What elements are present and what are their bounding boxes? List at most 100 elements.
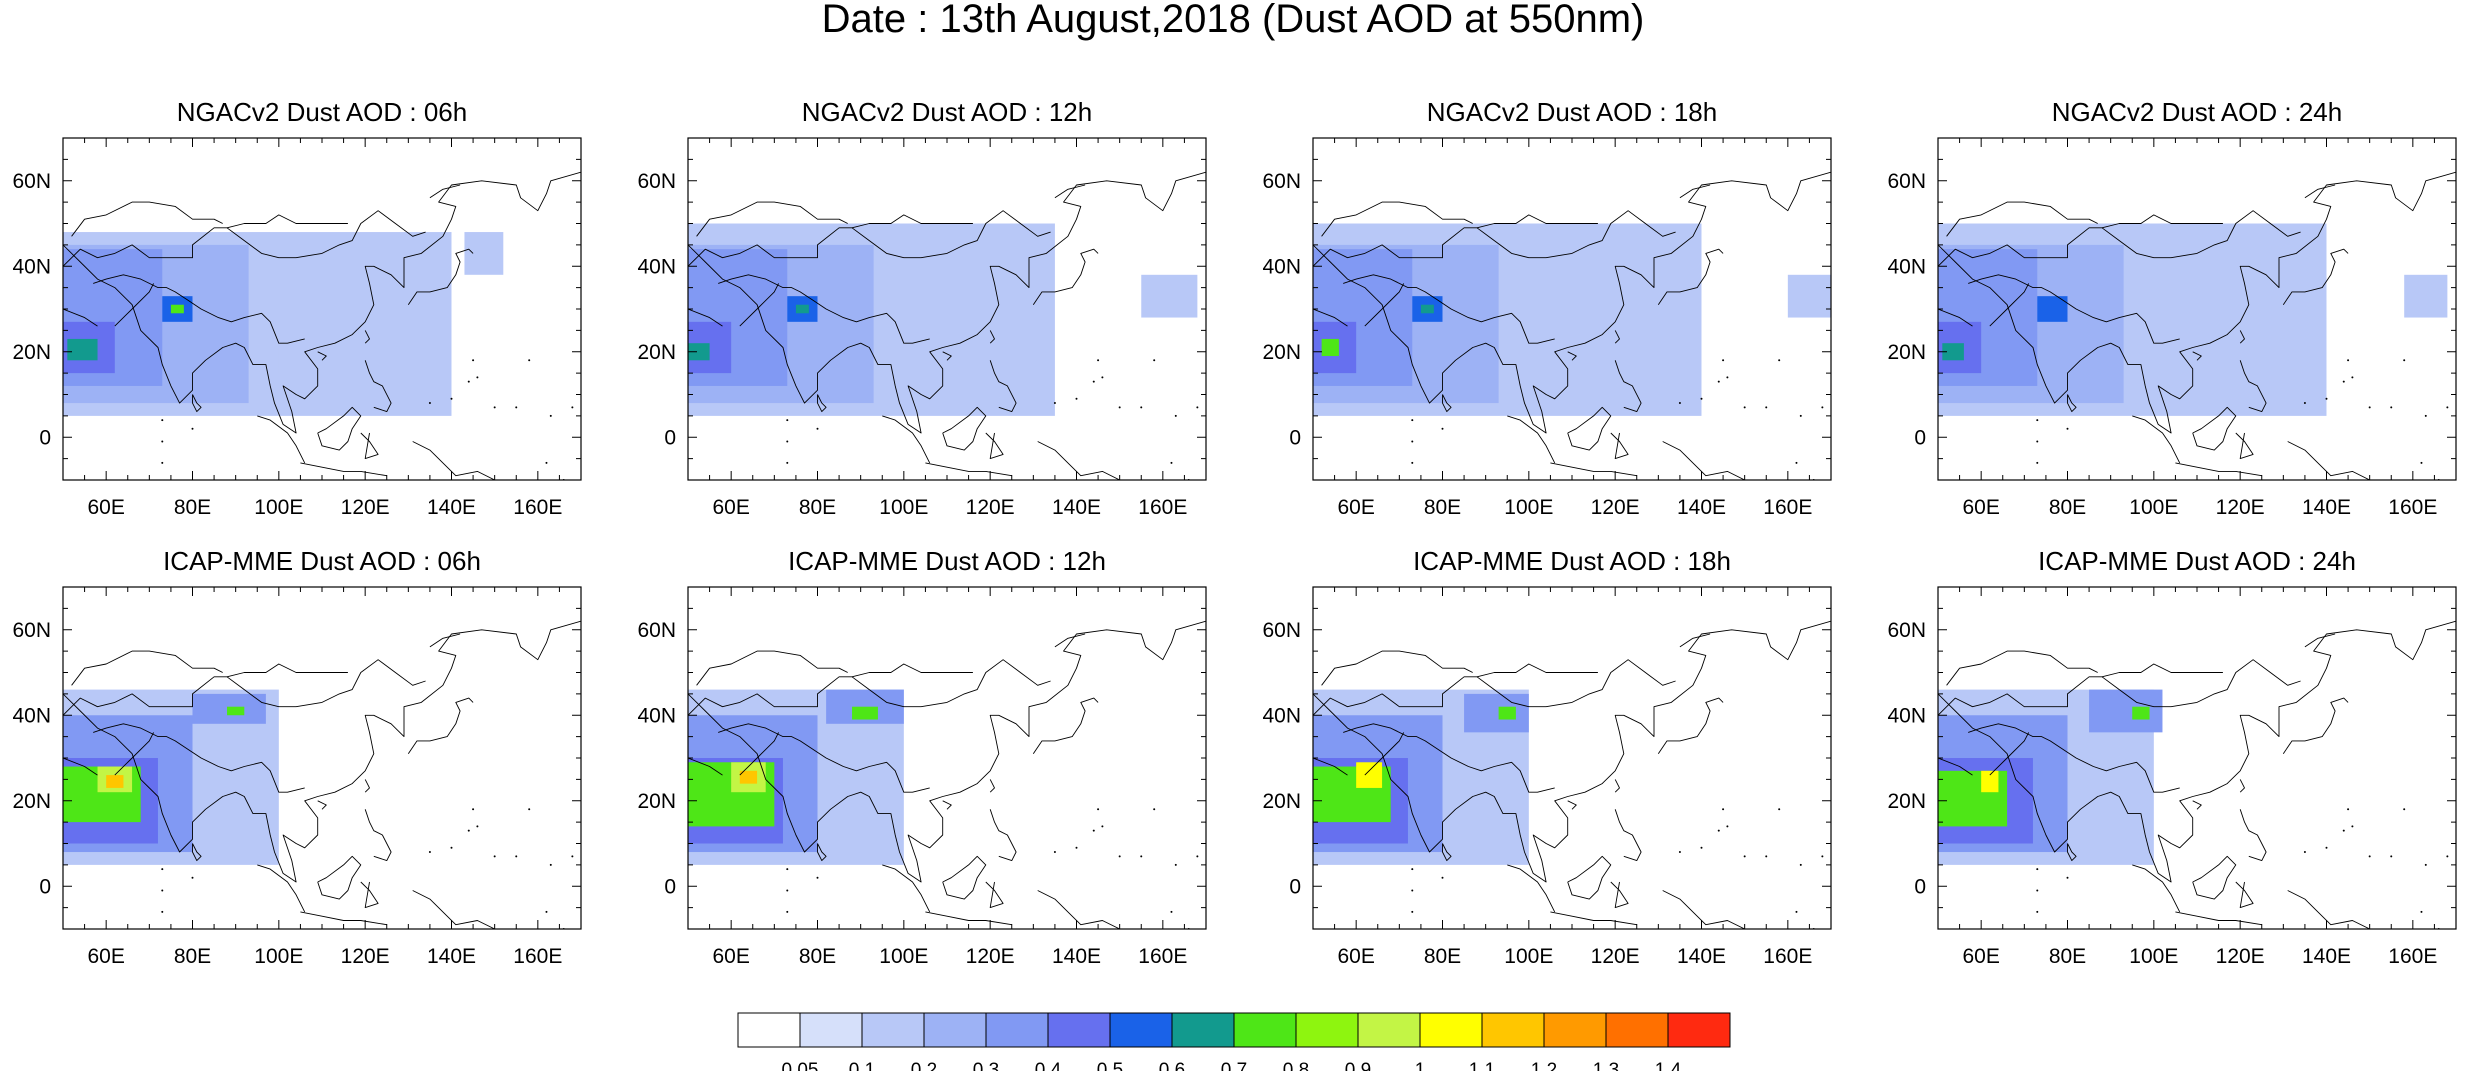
x-tick-label: 160E (1138, 496, 1187, 519)
island (1821, 855, 1824, 858)
x-tick-label: 120E (2216, 496, 2265, 519)
island (2403, 359, 2406, 362)
island (161, 910, 164, 913)
coastlines (1313, 171, 1831, 480)
island (1153, 808, 1156, 811)
coastline (226, 214, 348, 229)
x-tick-label: 120E (2216, 945, 2265, 968)
colorbar-label: 0.3 (973, 1060, 999, 1071)
x-tick-label: 160E (1763, 496, 1812, 519)
island (476, 376, 479, 379)
coastline (71, 201, 223, 237)
x-tick-label: 60E (712, 496, 749, 519)
island (786, 461, 789, 464)
island (2424, 863, 2427, 866)
coastline (2175, 462, 2262, 477)
island (2420, 910, 2423, 913)
coastline (2175, 911, 2262, 926)
x-tick-label: 100E (879, 945, 928, 968)
aod-cell (795, 304, 809, 314)
island (467, 829, 470, 832)
map-panel: ICAP-MME Dust AOD : 18h 60E 80E 100E 120E 140… (1262, 546, 1832, 968)
colorbar: 0.05 0.1 0.2 0.3 0.4 0.5 0.6 0.7 0.8 0.9 1 1.1 1.2 1.… (737, 1012, 1731, 1071)
coastline (1567, 800, 1577, 810)
island (2036, 889, 2039, 892)
x-tick-label: 60E (1962, 496, 1999, 519)
island (571, 406, 574, 409)
x-tick-label: 160E (513, 945, 562, 968)
colorbar-swatch (1543, 1012, 1607, 1048)
aod-cell (227, 706, 245, 716)
coastlines (1938, 620, 2456, 929)
coastline (1679, 184, 1711, 199)
island (1778, 808, 1781, 811)
x-tick-label: 160E (2388, 496, 2437, 519)
coastline (412, 441, 495, 480)
island (191, 876, 194, 879)
panel-title: ICAP-MME Dust AOD : 06h (163, 546, 481, 576)
coastline (1662, 890, 1745, 929)
colorbar-label: 1.4 (1655, 1060, 1682, 1071)
coastline (2235, 432, 2254, 460)
coastline (942, 855, 987, 900)
coastline (1989, 732, 2030, 776)
coastlines (688, 171, 1206, 480)
coastline (2192, 800, 2202, 810)
x-tick-label: 120E (1591, 945, 1640, 968)
coastline (718, 723, 930, 793)
coastline (1662, 441, 1745, 480)
island (1765, 406, 1768, 409)
coastline (63, 171, 581, 434)
coastline (317, 800, 327, 810)
aod-cell (852, 706, 878, 720)
coastline (63, 308, 98, 327)
island (1053, 402, 1056, 405)
island (1140, 406, 1143, 409)
island (1411, 461, 1414, 464)
coastline (360, 881, 379, 909)
aod-cell (2089, 689, 2163, 733)
coastline (688, 308, 723, 327)
coastline (2282, 697, 2349, 754)
island (2036, 419, 2039, 422)
x-tick-label: 120E (341, 945, 390, 968)
y-tick-label: 60N (1262, 170, 1301, 193)
island (1700, 846, 1703, 849)
coastline (257, 864, 306, 913)
island (1101, 825, 1104, 828)
island (1097, 359, 1100, 362)
y-tick-label: 60N (12, 619, 51, 642)
colorbar-swatch (1357, 1012, 1421, 1048)
coastline (2239, 809, 2267, 862)
aod-cell (1981, 770, 1999, 793)
y-tick-label: 40N (637, 704, 676, 727)
island (428, 851, 431, 854)
aod-cell (1498, 706, 1516, 720)
colorbar-label: 0.05 (782, 1060, 819, 1071)
island (1778, 359, 1781, 362)
coastline (2239, 779, 2245, 793)
coastline (300, 462, 387, 477)
coastline (817, 843, 827, 862)
island (1411, 910, 1414, 913)
island (1196, 855, 1199, 858)
island (1170, 910, 1173, 913)
coastline (1610, 881, 1629, 909)
coastline (412, 890, 495, 929)
island (1097, 808, 1100, 811)
y-tick-label: 40N (12, 704, 51, 727)
coastline (364, 360, 392, 413)
aod-cell (1942, 343, 1964, 361)
aod-cell (1356, 762, 1383, 788)
coastline (63, 757, 98, 776)
coastline (817, 394, 827, 413)
aod-field (1938, 689, 2163, 865)
coastline (1968, 723, 2180, 793)
map-panels: NGACv2 Dust AOD : 06h 60E 80E 100E 120E 140E 1… (12, 97, 2457, 968)
island (1411, 868, 1414, 871)
x-tick-label: 60E (1337, 496, 1374, 519)
x-tick-label: 100E (879, 496, 928, 519)
coastline (364, 779, 370, 793)
colorbar-label: 1.1 (1469, 1060, 1495, 1071)
